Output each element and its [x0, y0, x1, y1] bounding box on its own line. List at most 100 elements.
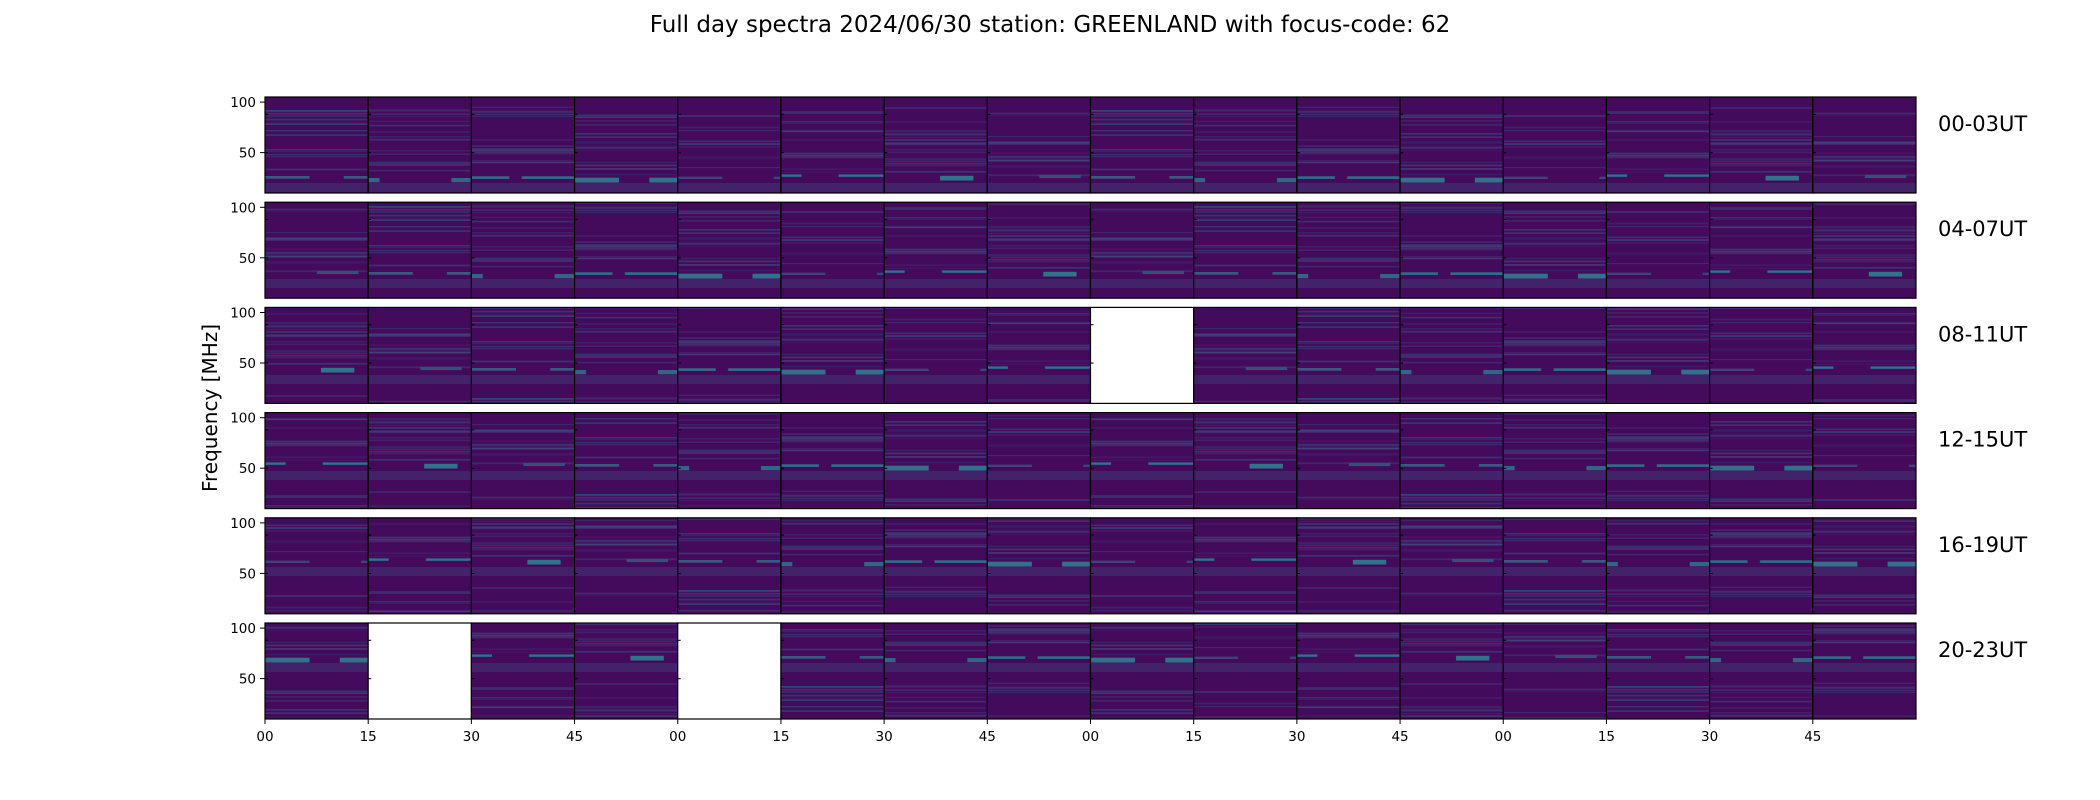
spectrum-panel — [1503, 202, 1607, 299]
spectrum-panel — [1812, 307, 1916, 404]
spectrum-panel — [1193, 307, 1297, 404]
spectrum-panel — [1296, 517, 1401, 614]
x-tick-label: 00 — [1495, 729, 1512, 745]
spectrum-panel — [1503, 307, 1607, 404]
spectrum-panel — [1193, 412, 1297, 509]
y-tick-label: 100 — [230, 306, 256, 322]
spectra-row: 50 100 12-15UT — [230, 411, 2027, 510]
y-tick-label: 50 — [239, 251, 256, 267]
spectrum-panel — [1193, 202, 1297, 299]
y-tick-label: 100 — [230, 200, 256, 216]
spectrum-panel — [1090, 517, 1194, 614]
x-tick-label: 00 — [669, 729, 686, 745]
row-label: 12-15UT — [1938, 428, 2027, 452]
spectrum-panel — [1812, 412, 1916, 509]
spectrum-panel — [471, 412, 575, 509]
spectrum-panel — [574, 97, 678, 193]
spectrum-panel — [677, 517, 781, 614]
spectrum-panel — [265, 517, 369, 614]
spectrum-panel — [574, 412, 678, 509]
x-tick-label: 00 — [1082, 729, 1099, 745]
spectra-row: 50 100 08-11UT — [230, 306, 2027, 404]
y-tick-label: 50 — [239, 356, 256, 372]
spectrum-panel — [1400, 97, 1504, 193]
panel-frame — [1812, 96, 1917, 194]
spectrum-panel — [1606, 97, 1710, 193]
spectrum-panel — [780, 307, 885, 404]
spectrum-panel — [1193, 623, 1297, 719]
spectrum-panel — [780, 623, 885, 719]
y-tick-label: 50 — [239, 672, 256, 688]
row-label: 20-23UT — [1938, 638, 2027, 662]
spectra-row: 50 100 16-19UT — [230, 516, 2027, 615]
spectrum-panel — [368, 412, 472, 509]
spectrum-panel — [884, 202, 988, 299]
spectrum-panel — [265, 202, 369, 299]
spectrum-panel — [1503, 623, 1607, 719]
missing-panel — [677, 623, 781, 719]
spectrum-panel — [1296, 97, 1401, 193]
spectrum-panel — [471, 202, 575, 299]
panel-frame — [1812, 622, 1917, 720]
spectrum-panel — [1812, 517, 1916, 614]
spectrum-panel — [1606, 517, 1710, 614]
spectrum-panel — [1400, 412, 1504, 509]
spectrum-panel — [1709, 97, 1813, 193]
x-tick-label: 15 — [772, 729, 789, 745]
x-tick-label: 30 — [463, 729, 480, 745]
spectrum-panel — [574, 623, 678, 719]
spectrum-panel — [1090, 412, 1194, 509]
x-tick-label: 45 — [1804, 729, 1821, 745]
spectrum-panel — [265, 412, 369, 509]
spectrum-panel — [368, 97, 472, 193]
spectrum-panel — [884, 623, 988, 719]
spectrum-panel — [677, 97, 781, 193]
spectrum-panel — [1296, 307, 1401, 404]
x-tick-label: 30 — [876, 729, 893, 745]
spectrum-panel — [987, 97, 1091, 193]
row-label: 04-07UT — [1938, 217, 2027, 241]
spectrum-panel — [1400, 307, 1504, 404]
spectrum-panel — [1812, 97, 1916, 193]
spectrum-panel — [1400, 202, 1504, 299]
x-tick-label: 15 — [1598, 729, 1615, 745]
spectrum-panel — [1812, 202, 1916, 299]
y-tick-label: 100 — [230, 516, 256, 532]
spectrum-panel — [265, 623, 369, 719]
spectrum-panel — [780, 202, 885, 299]
spectrum-panel — [780, 97, 885, 193]
spectra-row: 50 100 04-07UT — [230, 200, 2027, 299]
x-tick-label: 15 — [360, 729, 377, 745]
y-tick-label: 50 — [239, 461, 256, 477]
spectrum-panel — [884, 97, 988, 193]
spectrum-panel — [1709, 307, 1813, 404]
panel-frame — [1812, 201, 1917, 299]
spectra-row: 50 100 20-23UT — [230, 621, 2027, 720]
spectrum-panel — [1503, 97, 1607, 193]
spectrum-panel — [1400, 623, 1504, 719]
y-tick-label: 100 — [230, 411, 256, 427]
spectrum-panel — [1193, 517, 1297, 614]
x-tick-label: 00 — [256, 729, 273, 745]
spectrum-panel — [1400, 517, 1504, 614]
spectrum-panel — [884, 517, 988, 614]
x-tick-label: 30 — [1701, 729, 1718, 745]
spectrum-panel — [574, 307, 678, 404]
spectrum-panel — [987, 202, 1091, 299]
spectrum-panel — [1503, 412, 1607, 509]
spectrum-panel — [368, 202, 472, 299]
spectrum-panel — [471, 517, 575, 614]
spectrum-panel — [1296, 623, 1401, 719]
spectrum-panel — [1606, 623, 1710, 719]
spectrum-panel — [368, 517, 472, 614]
spectrum-panel — [1709, 517, 1813, 614]
spectra-row: 50 100 00-03UT — [230, 95, 2027, 194]
spectrum-panel — [1606, 412, 1710, 509]
x-tick-label: 45 — [1391, 729, 1408, 745]
x-tick-label: 45 — [979, 729, 996, 745]
spectrum-panel — [1709, 202, 1813, 299]
spectrum-panel — [987, 517, 1091, 614]
spectrum-panel — [780, 517, 885, 614]
missing-panel — [368, 623, 472, 719]
